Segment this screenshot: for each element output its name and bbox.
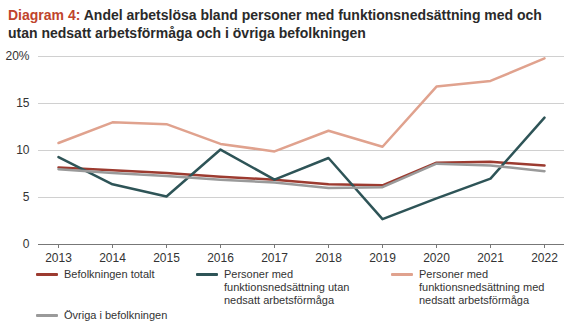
- svg-text:2017: 2017: [261, 251, 288, 265]
- html-text:Diagram 4: Andel arbetslösa bl: Diagram 4: Andel arbetslösa bland person…: [8, 7, 542, 41]
- svg-text:2018: 2018: [315, 251, 342, 265]
- html-text:Övriga i befolkningen: Övriga i befolkningen: [64, 309, 168, 321]
- svg-text:2013: 2013: [45, 251, 72, 265]
- svg-text:20%: 20%: [5, 49, 29, 63]
- html-text:Personer med funktionsnedsättn: Personer med funktionsnedsättning utan n…: [224, 268, 350, 306]
- svg-text:2015: 2015: [153, 251, 180, 265]
- html-text:Personer med funktionsnedsättn: Personer med funktionsnedsättning med ne…: [419, 268, 545, 306]
- svg-text:2016: 2016: [207, 251, 234, 265]
- svg-text:2019: 2019: [369, 251, 396, 265]
- svg-text:15: 15: [16, 96, 30, 110]
- svg-text:0: 0: [23, 237, 30, 251]
- html-text:Befolkningen totalt: Befolkningen totalt: [64, 268, 155, 280]
- svg-text:2020: 2020: [423, 251, 450, 265]
- svg-text:2022: 2022: [531, 251, 558, 265]
- svg-text:5: 5: [23, 190, 30, 204]
- svg-text:10: 10: [16, 143, 30, 157]
- svg-text:2021: 2021: [477, 251, 504, 265]
- svg-text:2014: 2014: [99, 251, 126, 265]
